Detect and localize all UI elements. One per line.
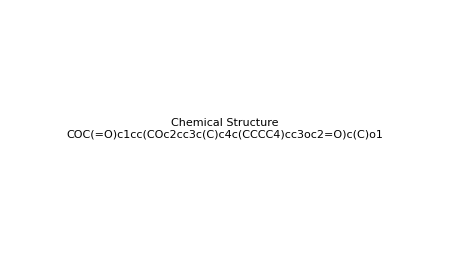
Text: Chemical Structure
COC(=O)c1cc(COc2cc3c(C)c4c(CCCC4)cc3oc2=O)c(C)o1: Chemical Structure COC(=O)c1cc(COc2cc3c(… [67, 118, 383, 140]
